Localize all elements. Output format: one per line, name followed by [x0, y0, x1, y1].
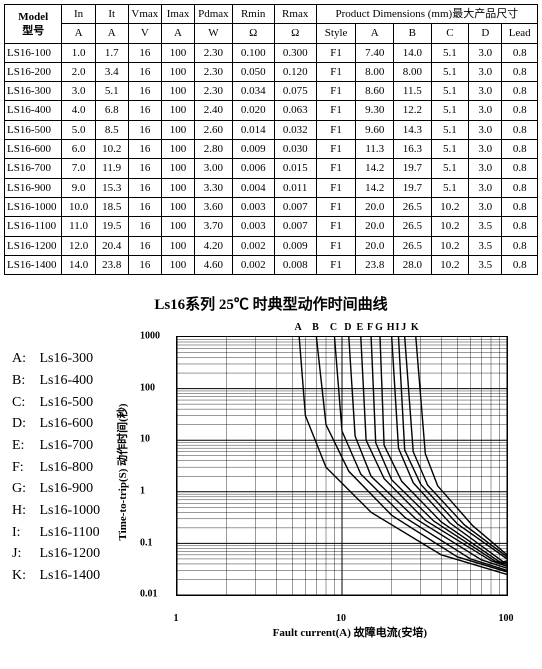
curve-top-labels: ABCDEFGHIJK: [176, 322, 506, 336]
table-row: LS16-100010.018.5161003.600.0030.007F120…: [5, 197, 538, 216]
table-row: LS16-120012.020.4161004.200.0020.009F120…: [5, 236, 538, 255]
table-row: LS16-4004.06.8161002.400.0200.063F19.301…: [5, 101, 538, 120]
chart-area: Time-to-trip(S) 动作时间(秒) ABCDEFGHIJK 0.01…: [132, 322, 528, 622]
table-row: LS16-6006.010.2161002.800.0090.030F111.3…: [5, 140, 538, 159]
chart-title: Ls16系列 25℃ 时典型动作时间曲线: [4, 293, 538, 314]
table-row: LS16-2002.03.4161002.300.0500.120F18.008…: [5, 62, 538, 81]
table-row: LS16-5005.08.5161002.600.0140.032F19.601…: [5, 120, 538, 139]
legend-item: J: Ls16-1200: [12, 543, 132, 565]
chart-legend: A: Ls16-300B: Ls16-400C: Ls16-500D: Ls16…: [4, 322, 132, 587]
table-row: LS16-140014.023.8161004.600.0020.008F123…: [5, 255, 538, 274]
table-row: LS16-9009.015.3161003.300.0040.011F114.2…: [5, 178, 538, 197]
chart-plot: [176, 336, 508, 596]
chart-section: Ls16系列 25℃ 时典型动作时间曲线 A: Ls16-300B: Ls16-…: [4, 293, 538, 622]
spec-table: Model型号InItVmaxImaxPdmaxRminRmaxProduct …: [4, 4, 538, 275]
legend-item: B: Ls16-400: [12, 370, 132, 392]
chart-ylabel: Time-to-trip(S) 动作时间(秒): [114, 404, 130, 541]
legend-item: K: Ls16-1400: [12, 565, 132, 587]
table-row: LS16-7007.011.9161003.000.0060.015F114.2…: [5, 159, 538, 178]
table-row: LS16-110011.019.5161003.700.0030.007F120…: [5, 217, 538, 236]
table-row: LS16-3003.05.1161002.300.0340.075F18.601…: [5, 82, 538, 101]
col-model: Model型号: [5, 5, 62, 44]
table-row: LS16-1001.01.7161002.300.1000.300F17.401…: [5, 43, 538, 62]
chart-xlabel: Fault current(A) 故障电流(安培): [273, 624, 427, 640]
legend-item: A: Ls16-300: [12, 348, 132, 370]
